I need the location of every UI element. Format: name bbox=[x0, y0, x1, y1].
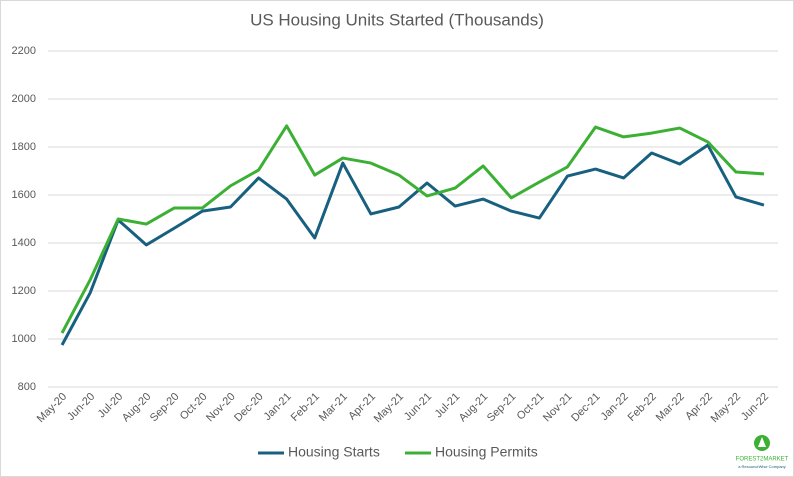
logo: FOREST2MARKET a ResourceWise Company bbox=[736, 435, 789, 469]
logo-icon-tree bbox=[758, 437, 766, 447]
series-line bbox=[60, 124, 765, 334]
y-tick-label: 800 bbox=[18, 381, 36, 393]
legend-label: Housing Permits bbox=[435, 444, 538, 460]
y-tick-label: 1000 bbox=[12, 333, 36, 345]
series-line bbox=[60, 143, 765, 346]
y-tick-label: 1200 bbox=[12, 285, 36, 297]
y-tick-label: 1600 bbox=[12, 189, 36, 201]
y-tick-label: 1400 bbox=[12, 237, 36, 249]
y-tick-label: 2000 bbox=[12, 93, 36, 105]
chart-title: US Housing Units Started (Thousands) bbox=[250, 10, 544, 29]
y-tick-label: 1800 bbox=[12, 141, 36, 153]
legend-label: Housing Starts bbox=[288, 444, 380, 460]
y-tick-label: 2200 bbox=[12, 45, 36, 57]
logo-tagline: a ResourceWise Company bbox=[738, 464, 786, 469]
logo-text: FOREST2MARKET bbox=[736, 457, 789, 463]
